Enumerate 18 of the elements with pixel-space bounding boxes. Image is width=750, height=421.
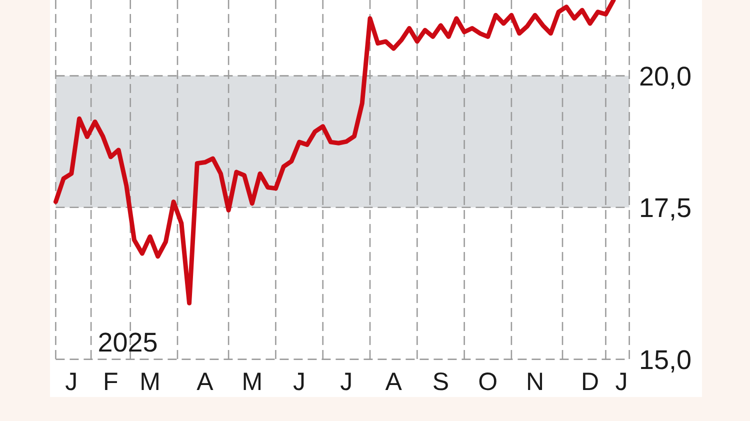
x-tick-label: S — [432, 368, 450, 396]
x-tick-label: O — [478, 368, 498, 396]
x-tick-label: A — [196, 368, 214, 396]
x-tick-label: J — [340, 368, 353, 396]
y-tick-label: 15,0 — [639, 344, 692, 375]
x-tick-label: M — [242, 368, 263, 396]
annotation: 2025 — [98, 327, 158, 358]
x-tick-label: J — [65, 368, 78, 396]
y-tick-label: 17,5 — [639, 192, 692, 223]
y-tick-label: 20,0 — [639, 61, 692, 92]
x-tick-label: M — [140, 368, 160, 396]
x-tick-label: A — [385, 368, 402, 396]
x-tick-label: N — [526, 368, 544, 396]
x-tick-label: J — [293, 368, 306, 396]
x-tick-label: F — [103, 368, 118, 396]
x-tick-label: J — [615, 368, 628, 396]
x-tick-label: D — [580, 368, 600, 396]
line-series — [53, 0, 616, 306]
